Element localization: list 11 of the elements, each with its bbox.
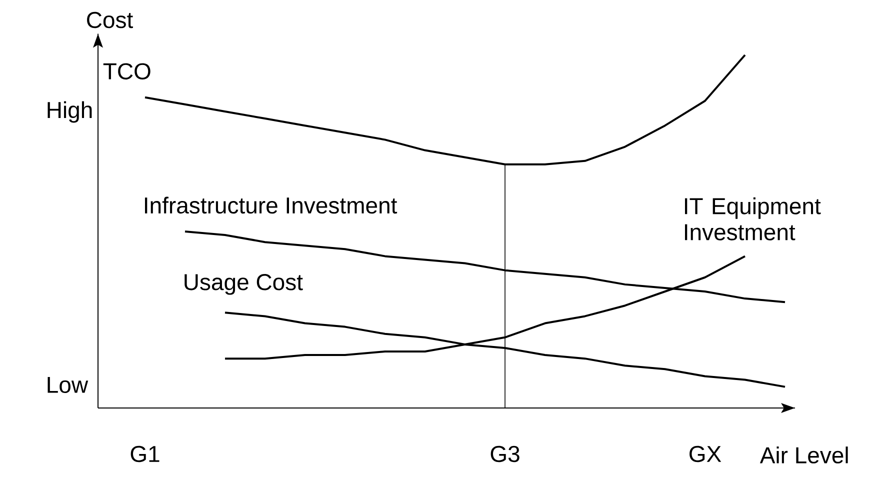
x-tick-label: GX [690,446,722,462]
text: High [48,101,92,123]
text: Low [48,376,88,394]
series-label: Usage Cost [184,274,303,295]
series-label: Infrastructure Investment [144,196,398,214]
x-tick-label: G1 [130,446,160,462]
y-axis-title: Cost [87,12,133,28]
x-axis-title: Air Level [760,446,848,464]
legend-label: TCO [103,63,150,80]
series-label: IT Equipment Investment [684,197,821,240]
x-tick-label: G3 [490,446,520,462]
